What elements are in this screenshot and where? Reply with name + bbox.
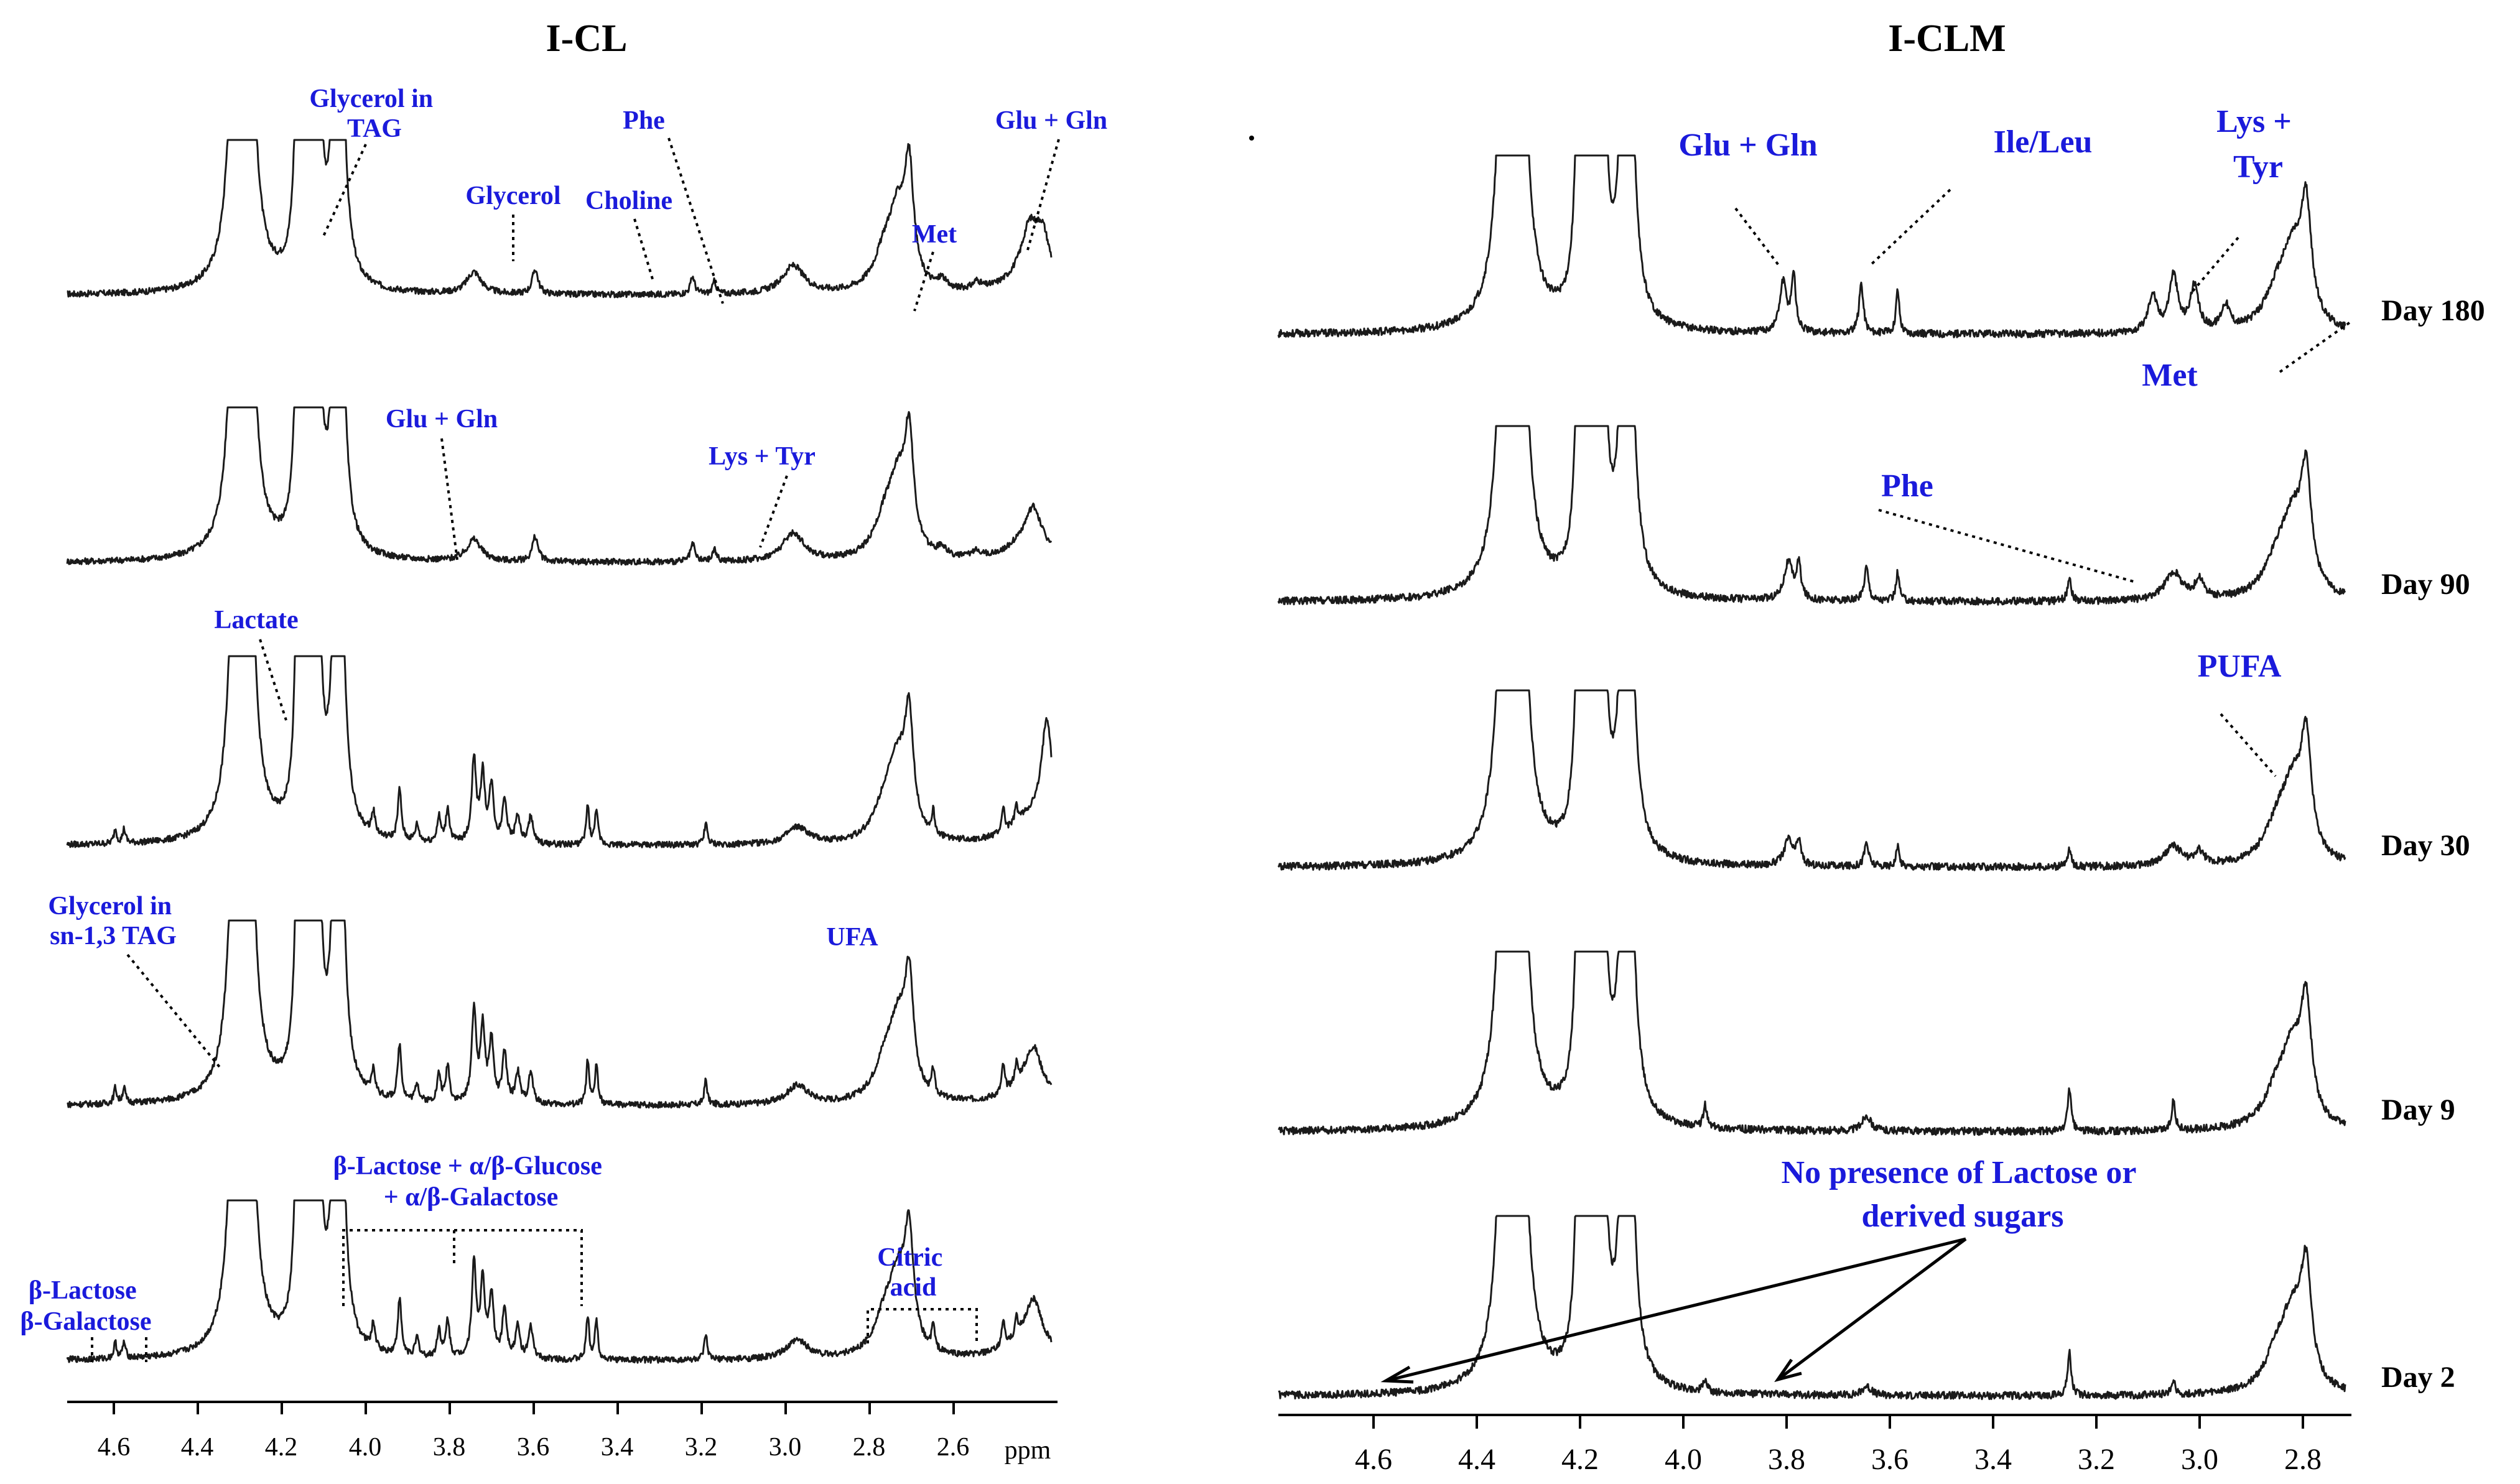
left-tick-label: 3.8 xyxy=(433,1433,466,1462)
day-label: Day 30 xyxy=(2381,829,2470,862)
annotation-choline: Choline xyxy=(585,187,672,215)
leader-line xyxy=(2192,236,2239,292)
annotation-met: Met xyxy=(912,220,957,249)
right-annotations: Glu + Gln Ile/Leu Lys + Tyr Met Phe PUFA… xyxy=(1380,104,2351,1384)
annotation-lys-tyr-right: Lys + Tyr xyxy=(2216,104,2300,185)
leader-line xyxy=(1878,509,2134,583)
annotation-lactose-glucose-galactose: β-Lactose + α/β-Glucose + α/β-Galactose xyxy=(333,1152,609,1212)
left-tick-marks xyxy=(113,1402,955,1414)
leader-line xyxy=(913,251,934,312)
left-tick-label: 4.6 xyxy=(98,1433,131,1462)
right-panel-title: I-CLM xyxy=(1888,17,2006,60)
bracket xyxy=(342,1229,583,1306)
right-tick-label: 4.2 xyxy=(1561,1443,1599,1476)
right-tick-label: 3.8 xyxy=(1768,1443,1805,1476)
right-tick-label: 2.8 xyxy=(2284,1443,2322,1476)
arrow xyxy=(1777,1237,1967,1381)
leader-line xyxy=(1734,207,1782,269)
right-tick-label: 3.2 xyxy=(2078,1443,2115,1476)
left-tick-label: 4.4 xyxy=(181,1433,214,1462)
annotation-citric-acid: Citric acid xyxy=(877,1243,949,1302)
annotation-glycerol-in-tag: Glycerol in TAG xyxy=(309,85,439,143)
annotation-glu-gln-right: Glu + Gln xyxy=(1678,128,1817,163)
annotation-phe-right: Phe xyxy=(1881,468,1933,504)
leader-line xyxy=(2220,713,2277,777)
right-x-axis: 4.6 4.4 4.2 4.0 3.8 3.6 3.4 3.2 3.0 2.8 xyxy=(1278,1414,2351,1476)
leader-line xyxy=(440,438,458,560)
right-spectrum-day-2 xyxy=(1278,1215,2346,1401)
left-tick-label: 4.2 xyxy=(265,1433,298,1462)
left-tick-label: 3.2 xyxy=(685,1433,718,1462)
left-tick-label: 2.8 xyxy=(853,1433,886,1462)
leader-line xyxy=(1868,188,1951,267)
left-spectrum-3 xyxy=(66,655,1053,849)
left-tick-label: 2.6 xyxy=(937,1433,970,1462)
left-spectrum-5 xyxy=(66,1199,1053,1364)
right-tick-marks xyxy=(1372,1415,2304,1429)
left-spectrum-2 xyxy=(66,406,1053,566)
left-x-axis: 4.6 4.4 4.2 4.0 3.8 3.6 3.4 3.2 3.0 2.8 … xyxy=(67,1401,1058,1465)
stray-dot xyxy=(1249,136,1254,141)
right-tick-label: 3.6 xyxy=(1871,1443,1909,1476)
right-tick-label: 4.0 xyxy=(1665,1443,1702,1476)
right-spectrum-day-9 xyxy=(1278,950,2346,1136)
annotation-glycerol: Glycerol xyxy=(465,182,560,210)
annotation-lactate: Lactate xyxy=(214,606,298,634)
annotation-met-right: Met xyxy=(2142,358,2198,393)
annotation-no-lactose: No presence of Lactose or derived sugars xyxy=(1782,1155,2144,1234)
annotation-beta-lactose-galactose: β-Lactose β-Galactose xyxy=(20,1276,151,1336)
right-spectrum-day-30 xyxy=(1277,689,2346,871)
day-label: Day 2 xyxy=(2381,1361,2455,1394)
leader-line xyxy=(1026,139,1060,251)
leader-line xyxy=(2279,321,2351,373)
right-spectrum-day-90 xyxy=(1277,425,2346,606)
arrowhead xyxy=(1774,1358,1802,1383)
annotation-glycerol-sn13: Glycerol in sn-1,3 TAG xyxy=(48,892,178,950)
leader-line xyxy=(126,953,222,1070)
leader-line xyxy=(759,475,788,548)
left-spectra xyxy=(66,139,1053,1364)
day-label: Day 180 xyxy=(2381,294,2485,327)
right-tick-label: 3.4 xyxy=(1974,1443,2012,1476)
right-tick-label: 4.4 xyxy=(1458,1443,1495,1476)
left-annotations: Glycerol in TAG Glycerol Choline Phe Met… xyxy=(20,85,1107,1362)
left-spectrum-4 xyxy=(67,919,1053,1109)
bracket xyxy=(867,1308,978,1343)
right-tick-label: 4.6 xyxy=(1355,1443,1392,1476)
day-label: Day 9 xyxy=(2381,1093,2455,1126)
left-panel-title: I-CL xyxy=(546,17,628,60)
day-label: Day 90 xyxy=(2381,568,2470,601)
arrowhead xyxy=(1380,1365,1414,1384)
left-tick-label: 3.6 xyxy=(517,1433,550,1462)
left-tick-label: 3.4 xyxy=(601,1433,634,1462)
leader-line xyxy=(321,144,367,239)
leader-line xyxy=(633,218,654,282)
annotation-pufa: PUFA xyxy=(2198,649,2282,684)
left-spectrum-1 xyxy=(67,139,1053,299)
annotation-ile-leu: Ile/Leu xyxy=(1994,124,2093,160)
annotation-phe: Phe xyxy=(623,106,665,135)
leader-line xyxy=(259,639,287,721)
annotation-glu-gln-top: Glu + Gln xyxy=(995,106,1107,135)
right-spectrum-day-180 xyxy=(1277,154,2346,338)
annotation-glu-gln-2: Glu + Gln xyxy=(386,405,498,434)
left-tick-label: 3.0 xyxy=(769,1433,802,1462)
left-tick-label: 4.0 xyxy=(349,1433,382,1462)
right-spectra xyxy=(1277,154,2346,1401)
left-axis-unit: ppm xyxy=(1005,1436,1051,1465)
annotation-lys-tyr: Lys + Tyr xyxy=(709,442,816,471)
annotation-ufa: UFA xyxy=(826,923,878,952)
arrow xyxy=(1385,1237,1966,1383)
right-tick-label: 3.0 xyxy=(2181,1443,2218,1476)
